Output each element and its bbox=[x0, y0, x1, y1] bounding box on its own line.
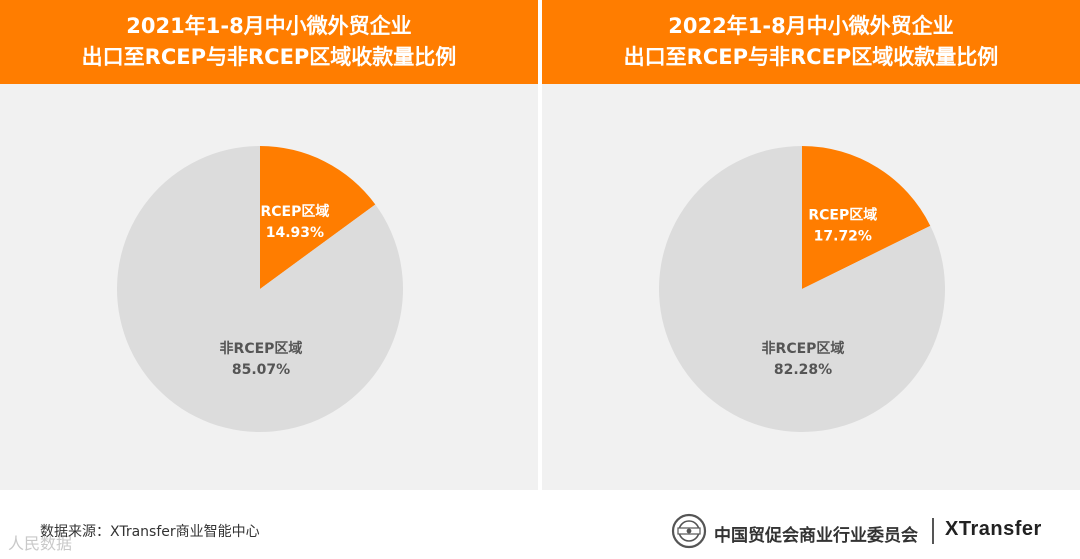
slice-value-label: 17.72% bbox=[814, 228, 872, 244]
slice-label: 非RCEP区域 bbox=[762, 340, 845, 357]
pie-slice-non-rcep bbox=[117, 146, 404, 432]
ccpit-logo-icon bbox=[671, 513, 707, 549]
chart-title-line2: 出口至RCEP与非RCEP区域收款量比例 bbox=[81, 45, 457, 69]
chart-title-2022: 2022年1-8月中小微外贸企业 出口至RCEP与非RCEP区域收款量比例 bbox=[542, 0, 1080, 84]
footer-separator bbox=[932, 518, 934, 544]
slice-label: 非RCEP区域 bbox=[220, 340, 303, 357]
pie-slice-non-rcep bbox=[659, 146, 945, 432]
org-name: 中国贸促会商业行业委员会 bbox=[714, 526, 918, 546]
data-source-text: 数据来源：XTransfer商业智能中心 bbox=[40, 524, 260, 540]
pie-slice-rcep bbox=[260, 146, 376, 289]
chart-title-2021: 2021年1-8月中小微外贸企业 出口至RCEP与非RCEP区域收款量比例 bbox=[0, 0, 538, 84]
chart-title-line1: 2022年1-8月中小微外贸企业 bbox=[668, 14, 954, 38]
chart-title-line1: 2021年1-8月中小微外贸企业 bbox=[126, 14, 412, 38]
chart-panel-2021: 2021年1-8月中小微外贸企业 出口至RCEP与非RCEP区域收款量比例 RC… bbox=[0, 0, 538, 490]
slice-value-label: 85.07% bbox=[232, 362, 290, 378]
slice-value-label: 82.28% bbox=[774, 362, 832, 378]
chart-title-line2: 出口至RCEP与非RCEP区域收款量比例 bbox=[623, 45, 999, 69]
slice-value-label: 14.93% bbox=[266, 225, 324, 241]
panel-divider bbox=[538, 0, 542, 490]
pie-chart-2021: RCEP区域 14.93% 非RCEP区域 85.07% bbox=[117, 146, 404, 432]
watermark-text: 人民数据 bbox=[8, 534, 73, 553]
slice-label: RCEP区域 bbox=[260, 203, 329, 220]
pie-slice-rcep bbox=[802, 146, 931, 289]
pie-chart-2022: RCEP区域 17.72% 非RCEP区域 82.28% bbox=[659, 146, 945, 432]
chart-panel-2022: 2022年1-8月中小微外贸企业 出口至RCEP与非RCEP区域收款量比例 RC… bbox=[542, 0, 1080, 490]
xtransfer-logo: XTransfer bbox=[945, 518, 1042, 540]
footer: 人民数据 数据来源：XTransfer商业智能中心 中国贸促会商业行业委员会 X… bbox=[0, 490, 1080, 559]
slice-label: RCEP区域 bbox=[808, 206, 877, 223]
